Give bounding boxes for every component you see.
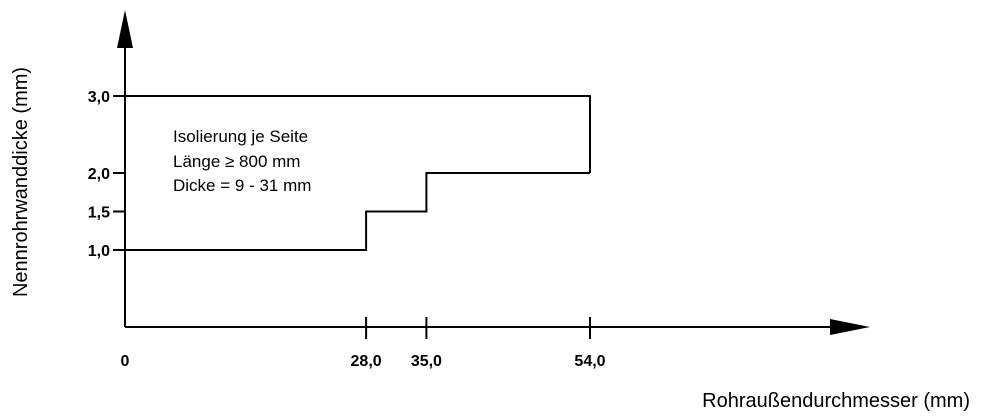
y-axis-arrow-icon	[117, 10, 133, 48]
x-tick-label: 28,0	[351, 353, 382, 370]
x-axis-title: Rohraußendurchmesser (mm)	[702, 390, 970, 412]
y-axis-title: Nennrohrwanddicke (mm)	[10, 67, 32, 297]
x-tick-label: 54,0	[574, 353, 605, 370]
x-tick-label: 0	[121, 353, 130, 370]
annotation-line-3: Dicke = 9 - 31 mm	[173, 176, 311, 195]
y-tick-label: 2,0	[88, 166, 110, 183]
series-line-2	[125, 95, 591, 173]
annotation-line-2: Länge ≥ 800 mm	[173, 152, 300, 171]
y-tick-label: 1,0	[88, 243, 110, 260]
x-axis-arrow-icon	[830, 319, 870, 335]
y-tick-label: 1,5	[88, 205, 110, 222]
y-tick-label: 3,0	[88, 89, 110, 106]
series-line-1	[125, 172, 590, 251]
x-tick-label: 35,0	[411, 353, 442, 370]
annotation-line-1: Isolierung je Seite	[173, 127, 308, 146]
